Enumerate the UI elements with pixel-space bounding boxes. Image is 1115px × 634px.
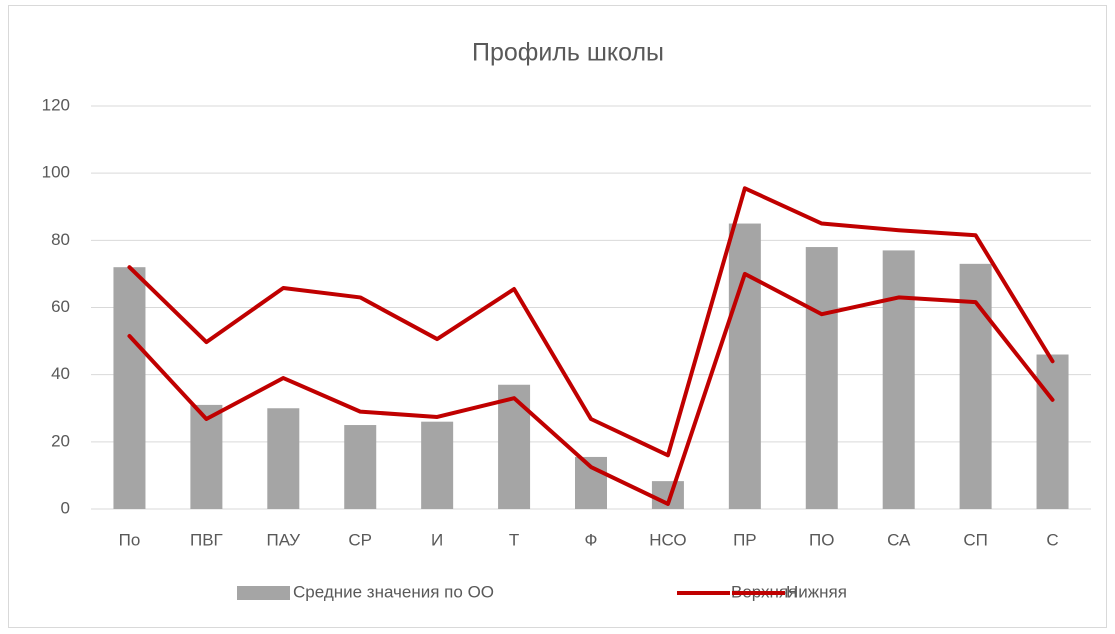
bar [728, 223, 761, 509]
legend-swatch [237, 586, 290, 600]
x-tick-label: По [119, 530, 141, 549]
x-tick-label: ПВГ [190, 530, 223, 549]
legend-label: Средние значения по ОО [293, 582, 494, 601]
bar [190, 404, 223, 509]
bar [344, 425, 377, 509]
y-tick-label: 100 [42, 163, 70, 182]
x-tick-label: ПО [809, 530, 834, 549]
x-tick-label: И [431, 530, 443, 549]
bar [805, 247, 838, 510]
chart-border [8, 5, 1107, 628]
y-tick-label: 120 [42, 95, 70, 114]
bar [421, 421, 454, 509]
y-tick-label: 20 [51, 431, 70, 450]
line [127, 271, 1055, 506]
x-tick-label: ПАУ [266, 530, 300, 549]
bar [267, 408, 300, 509]
legend-label: Нижняя [786, 582, 847, 601]
x-tick-label: НСО [649, 530, 686, 549]
x-tick-label: СП [963, 530, 988, 549]
x-tick-label: ПР [733, 530, 757, 549]
bar [882, 250, 915, 510]
x-tick-label: Ф [585, 530, 598, 549]
y-tick-label: 80 [51, 230, 70, 249]
bar [1036, 354, 1069, 509]
x-tick-label: СР [348, 530, 372, 549]
x-tick-label: С [1046, 530, 1058, 549]
x-tick-label: СА [887, 530, 911, 549]
y-tick-label: 40 [51, 364, 70, 383]
chart-title: Профиль школы [472, 39, 664, 67]
x-tick-label: Т [509, 530, 519, 549]
y-tick-label: 0 [61, 498, 70, 517]
y-tick-label: 60 [51, 297, 70, 316]
bar [498, 384, 531, 509]
bar [113, 267, 146, 509]
line [127, 186, 1055, 458]
